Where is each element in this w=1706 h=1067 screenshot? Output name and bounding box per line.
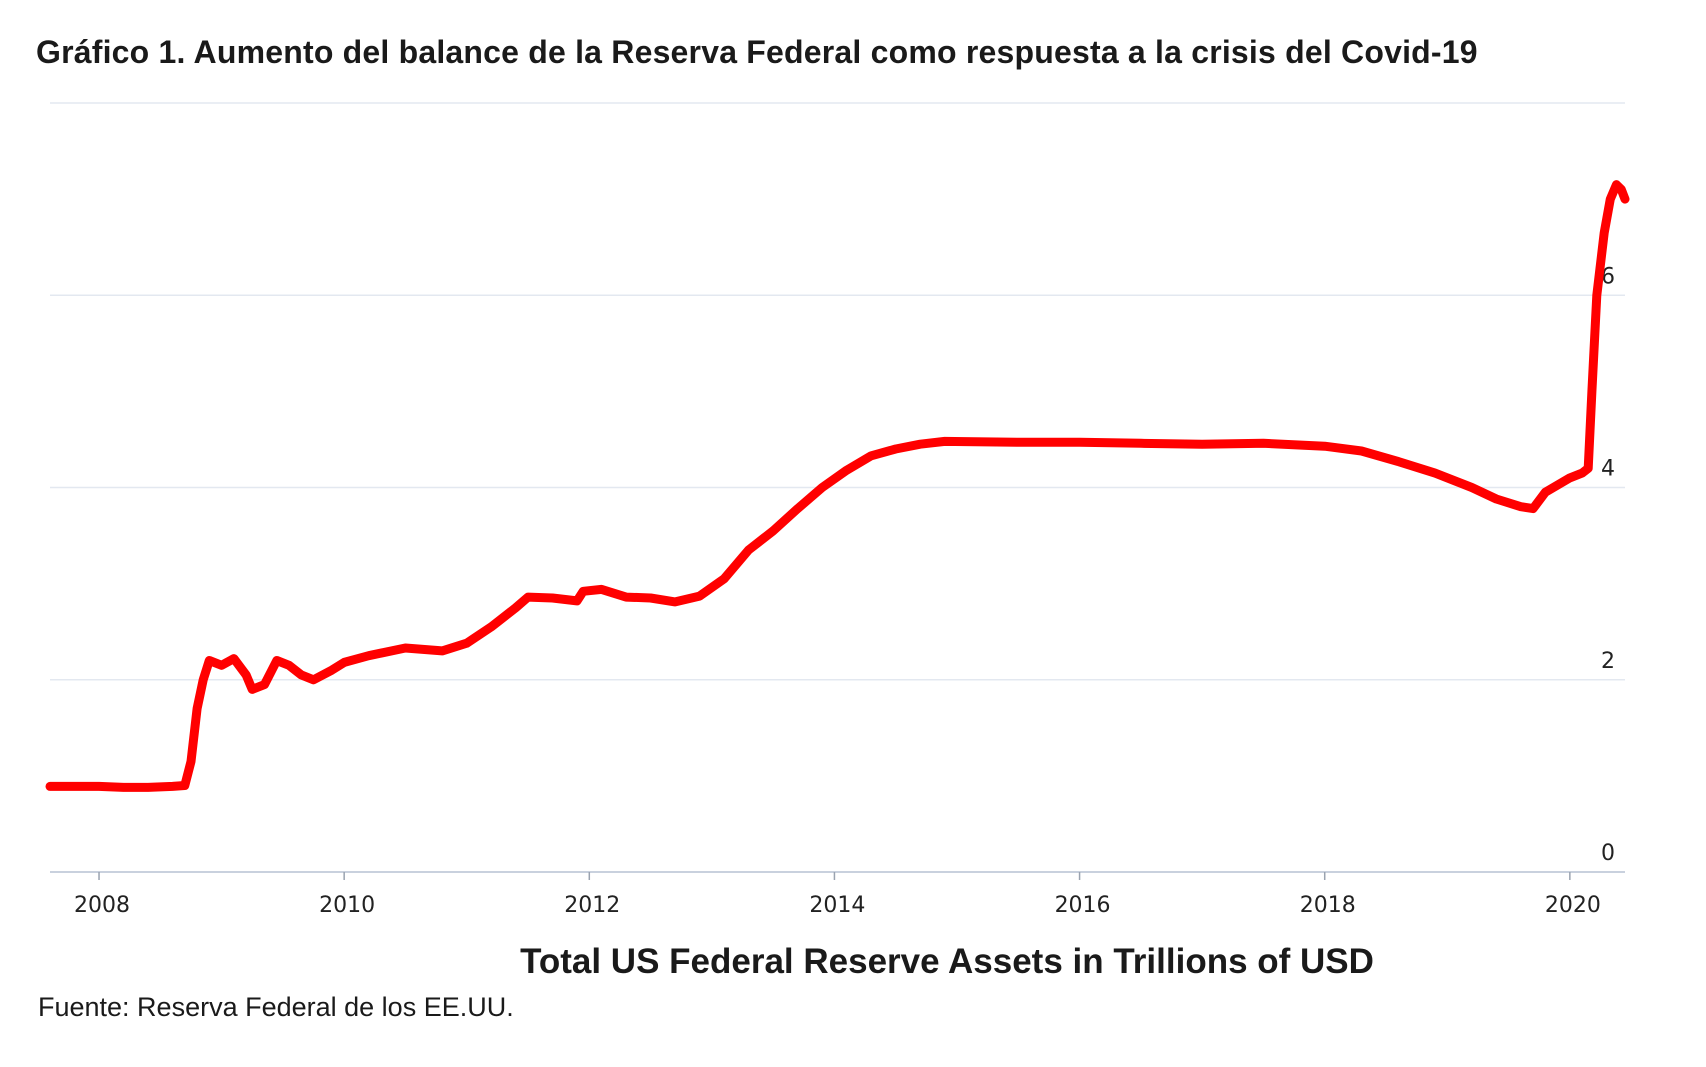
x-axis: 2008 2010 2012 2014 2016 2018 2020 [74, 872, 1601, 918]
source-note: Fuente: Reserva Federal de los EE.UU. [38, 992, 514, 1022]
x-tick-label: 2020 [1545, 893, 1601, 918]
y-tick-label: 4 [1601, 457, 1615, 482]
y-tick-label: 6 [1601, 264, 1615, 289]
y-tick-label: 0 [1601, 841, 1615, 866]
x-axis-label-text: Total US Federal Reserve Assets in Trill… [520, 942, 1374, 981]
gridlines [50, 102, 1625, 873]
series-line-0 [45, 180, 1630, 792]
x-tick-label: 2014 [809, 893, 865, 918]
y-tick-label: 2 [1601, 649, 1615, 674]
x-tick-label: 2018 [1300, 893, 1356, 918]
x-tick-label: 2008 [74, 893, 130, 918]
series-layer [45, 180, 1630, 792]
x-axis-label: Total US Federal Reserve Assets in Trill… [0, 942, 1706, 982]
x-tick-label: 2012 [564, 893, 620, 918]
y-axis: 0 2 4 6 [1601, 264, 1615, 866]
chart-title: Gráfico 1. Aumento del balance de la Res… [36, 34, 1478, 70]
x-tick-label: 2016 [1055, 893, 1111, 918]
x-tick-label: 2010 [319, 893, 375, 918]
